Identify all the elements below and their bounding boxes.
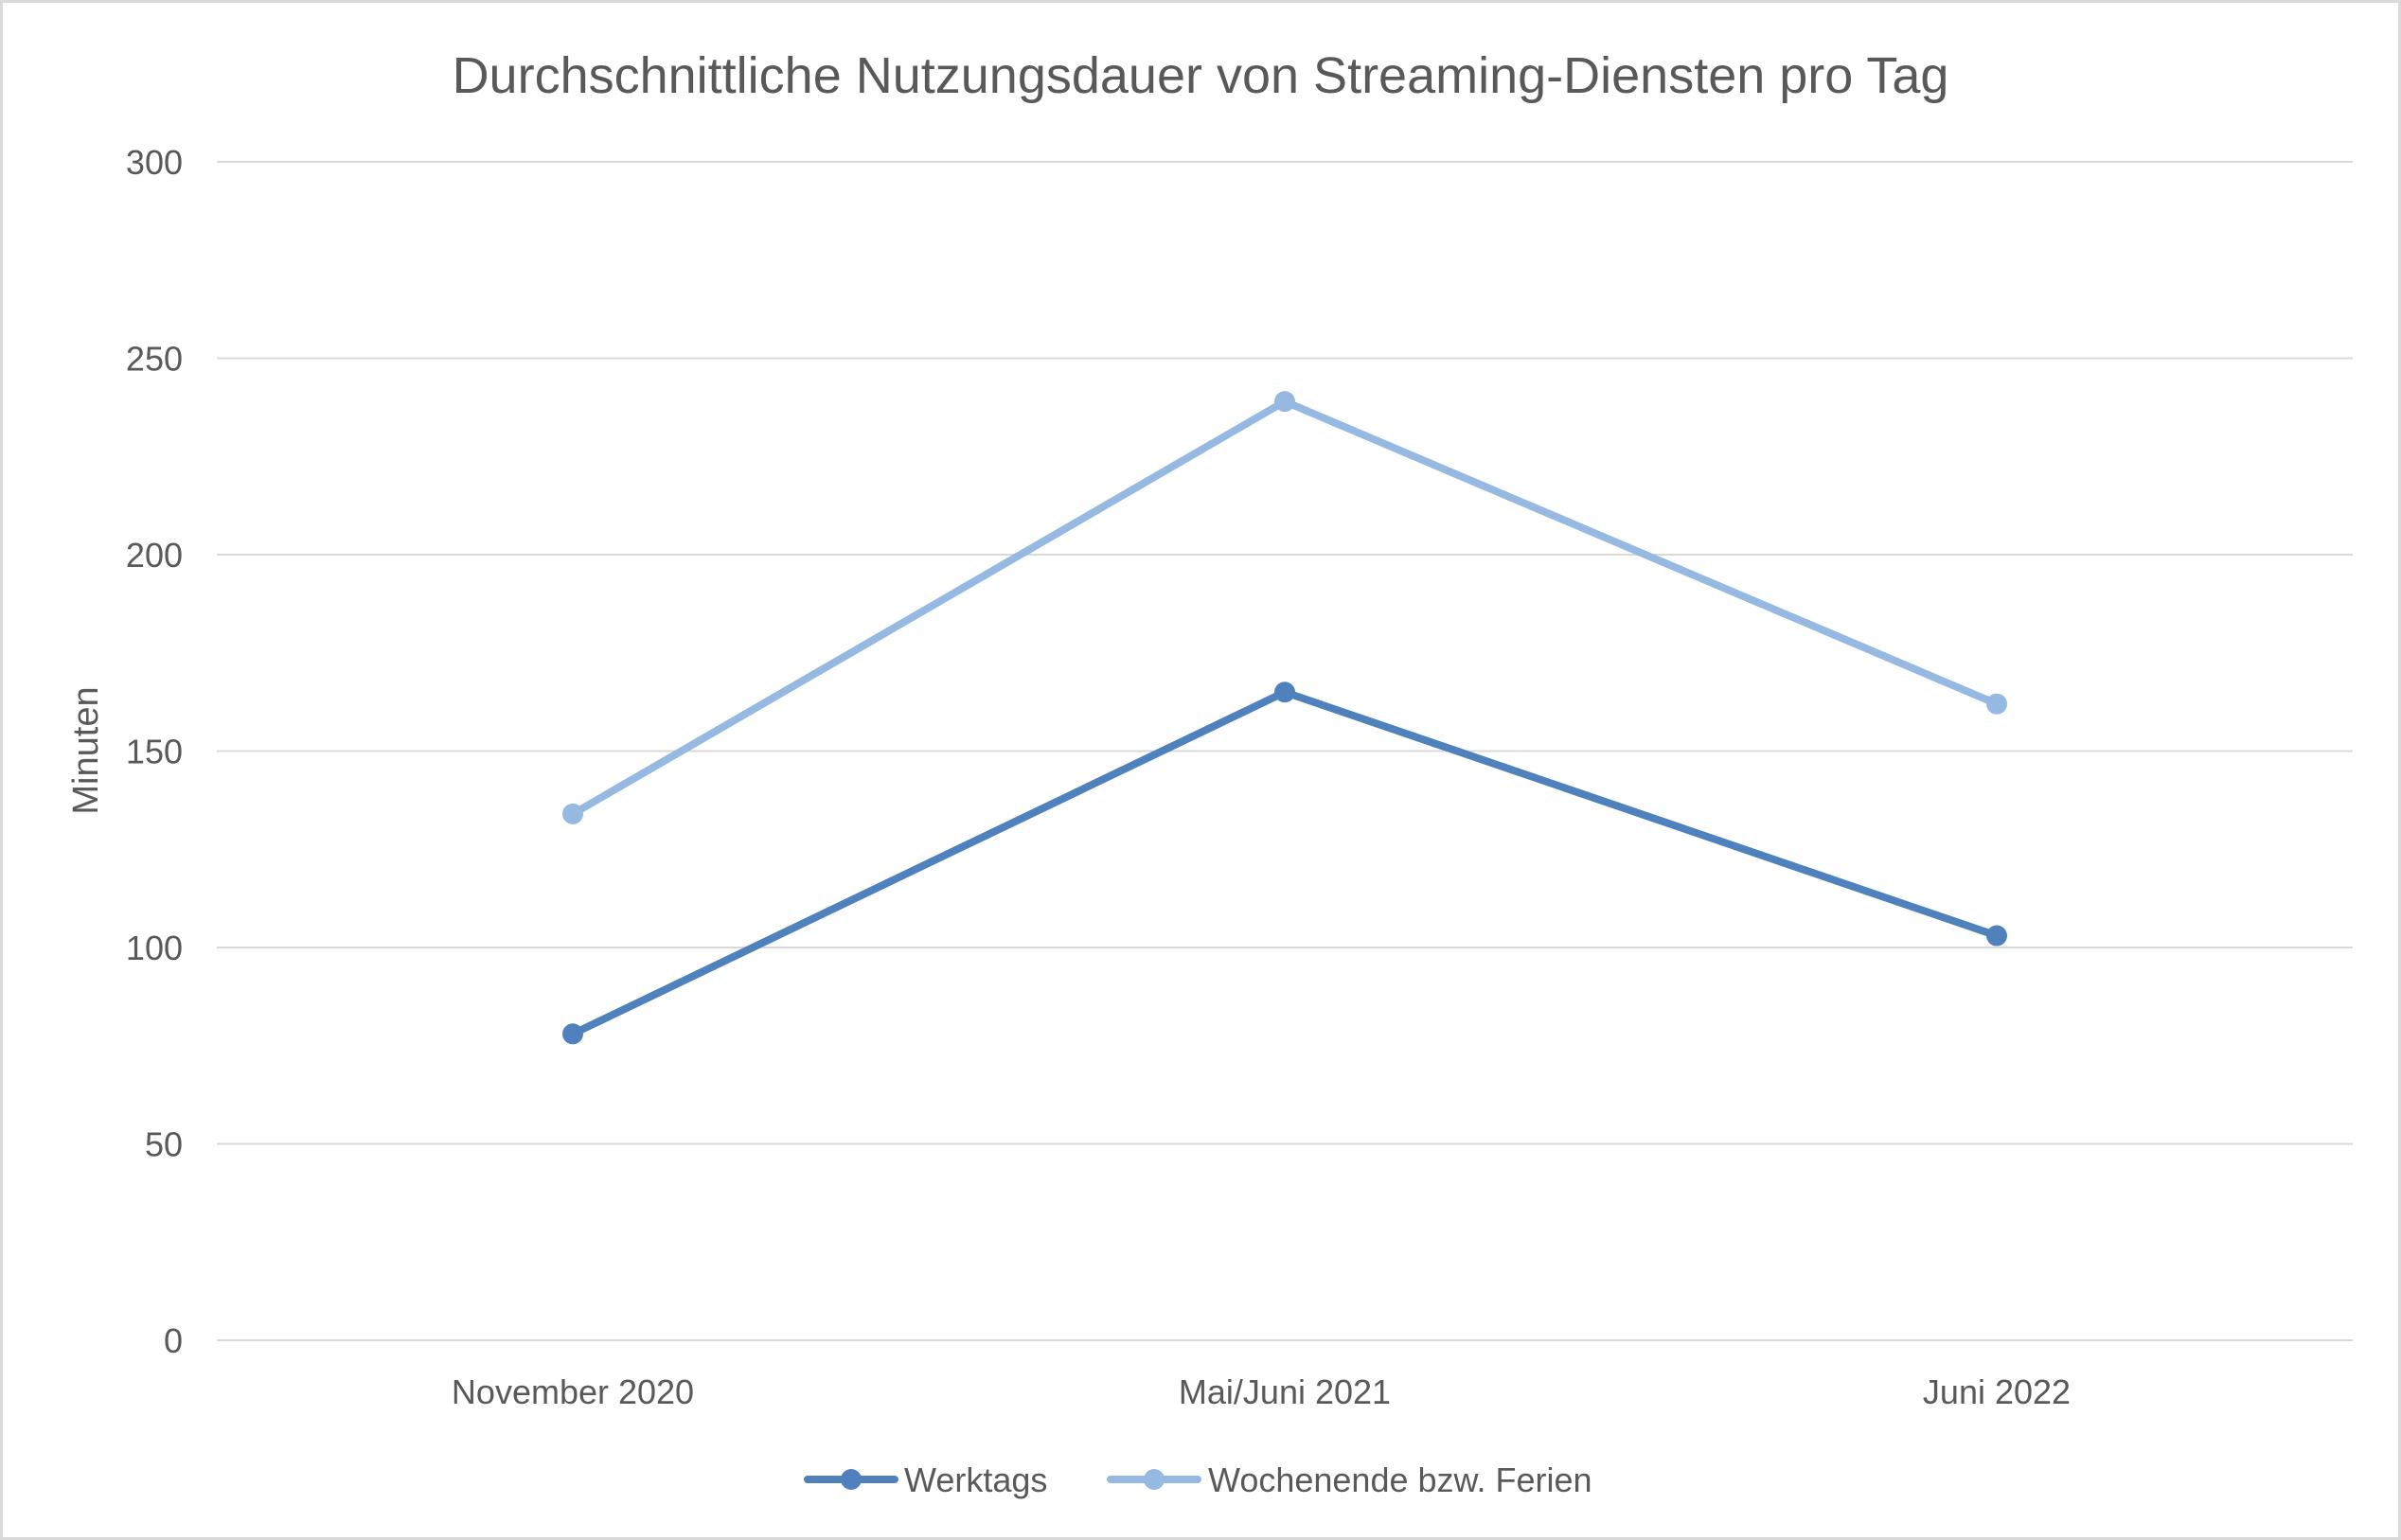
y-axis-title: Minuten bbox=[66, 686, 106, 814]
x-tick-label: Mai/Juni 2021 bbox=[1179, 1372, 1391, 1411]
series-line bbox=[569, 688, 2001, 1038]
legend: Werktags Wochenende bzw. Ferien bbox=[804, 1460, 1592, 1499]
y-tick-label: 100 bbox=[126, 929, 183, 967]
data-point bbox=[1986, 925, 2007, 947]
chart-title: Durchschnittliche Nutzungsdauer von Stre… bbox=[453, 47, 1949, 104]
legend-label: Wochenende bzw. Ferien bbox=[1208, 1460, 1592, 1499]
x-tick-label: November 2020 bbox=[452, 1372, 694, 1411]
y-tick-label: 50 bbox=[145, 1125, 183, 1164]
series-lines bbox=[562, 391, 2007, 1045]
y-tick-label: 0 bbox=[164, 1321, 183, 1360]
series-2 bbox=[562, 391, 2007, 824]
series-1 bbox=[562, 681, 2007, 1045]
x-axis-ticks: November 2020 Mai/Juni 2021 Juni 2022 bbox=[452, 1372, 2071, 1411]
data-point bbox=[1274, 681, 1295, 703]
y-tick-label: 250 bbox=[126, 340, 183, 379]
legend-marker bbox=[1144, 1469, 1165, 1490]
x-tick-label: Juni 2022 bbox=[1923, 1372, 2071, 1411]
gridlines bbox=[217, 161, 2353, 1341]
data-point bbox=[1986, 693, 2007, 715]
y-tick-label: 150 bbox=[126, 733, 183, 771]
y-axis-ticks: 0 50 100 150 200 250 300 bbox=[126, 143, 183, 1360]
line-chart: Durchschnittliche Nutzungsdauer von Stre… bbox=[66, 47, 2353, 1499]
y-tick-label: 200 bbox=[126, 536, 183, 575]
data-point bbox=[562, 1023, 583, 1045]
data-point bbox=[1274, 391, 1295, 413]
series-line bbox=[569, 398, 2001, 818]
legend-label: Werktags bbox=[904, 1460, 1047, 1499]
legend-item: Werktags bbox=[804, 1460, 1047, 1499]
legend-item: Wochenende bzw. Ferien bbox=[1107, 1460, 1592, 1499]
data-point bbox=[562, 803, 583, 824]
y-tick-label: 300 bbox=[126, 143, 183, 182]
legend-marker bbox=[841, 1469, 862, 1490]
